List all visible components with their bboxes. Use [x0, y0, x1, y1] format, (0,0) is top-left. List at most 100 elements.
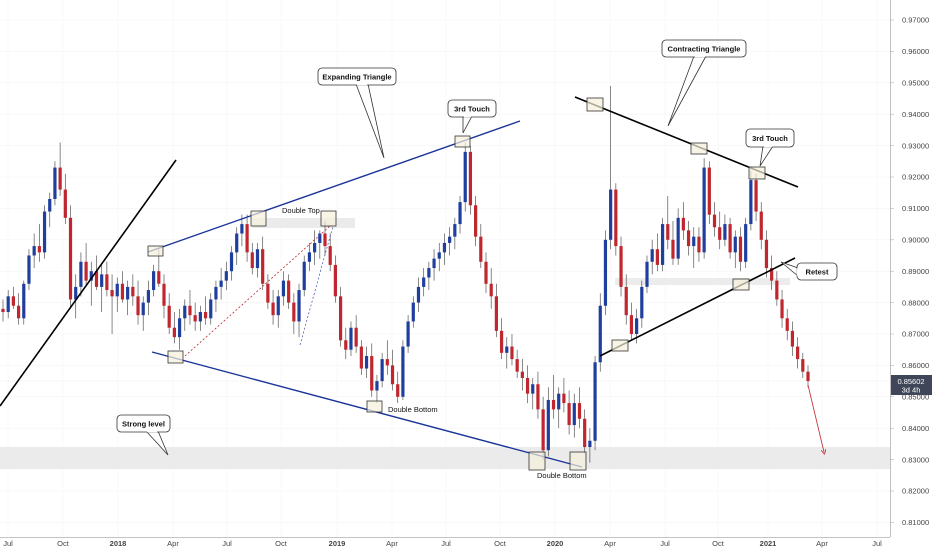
candle-body-up [453, 224, 457, 237]
candle-body-up [676, 217, 680, 259]
candle [183, 299, 187, 331]
candle [63, 173, 67, 225]
candle [141, 296, 145, 331]
candle [105, 261, 109, 297]
candle [437, 242, 441, 272]
candle [1, 299, 5, 322]
candle [520, 359, 524, 391]
candle [785, 308, 789, 341]
candle-body-up [463, 151, 467, 203]
candle-body-up [240, 224, 244, 234]
x-tick-label: Apr [604, 539, 616, 548]
candle-body-up [146, 290, 151, 303]
candle-body-down [551, 399, 556, 410]
x-tick-label: Apr [167, 539, 179, 548]
candle-body-up [89, 271, 93, 281]
y-tick-label: 0.89000 [902, 267, 929, 276]
candle-body-down [333, 264, 337, 297]
candle-body-down [323, 233, 327, 247]
candle [11, 286, 15, 309]
candle-body-up [432, 258, 436, 269]
candle-body-up [744, 224, 748, 262]
price-axis[interactable]: 0.97000 0.96000 0.95000 0.94000 0.93000 0.920… [890, 0, 932, 537]
candle [48, 192, 52, 228]
candle [79, 252, 83, 297]
candle [463, 142, 467, 212]
candle-body-down [536, 384, 540, 410]
candle [74, 274, 78, 319]
candle [313, 230, 317, 265]
time-axis[interactable]: Jul Oct 2018 Apr Jul Oct 2019 Apr Jul Oct 2020 Apr J… [0, 537, 890, 549]
candle [328, 233, 332, 272]
candle [411, 296, 415, 328]
candle-body-down [681, 217, 685, 231]
candle-body-down [738, 236, 743, 262]
candle-body-up [219, 280, 223, 287]
candle [686, 220, 691, 256]
candle-body-down [697, 236, 701, 253]
x-tick-label: Jul [660, 539, 670, 548]
candle-body-down [390, 365, 395, 385]
candle [136, 280, 140, 325]
x-tick-label: Oct [275, 539, 288, 548]
candle-body-down [292, 302, 296, 322]
candle [442, 233, 447, 265]
candle [42, 205, 47, 259]
candles [1, 85, 810, 463]
candle-body-up [100, 274, 104, 287]
x-tick-label: Jul [3, 539, 13, 548]
candle [759, 202, 763, 250]
candle-body-up [640, 286, 644, 319]
candle-body-up [22, 283, 26, 319]
touch-box [690, 142, 708, 155]
retest-label: Retest [806, 268, 829, 277]
candle-body-up [27, 255, 31, 284]
y-tick-label: 0.87000 [902, 330, 929, 339]
candle [349, 321, 353, 356]
candle-body-down [562, 393, 566, 404]
candle-body-up [645, 261, 649, 287]
candle-body-down [801, 359, 805, 372]
candle-body-up [198, 312, 202, 322]
candle [396, 371, 400, 404]
candle [152, 264, 156, 297]
candle [598, 293, 602, 372]
candle-body-down [359, 346, 363, 369]
candle-body-down [541, 409, 545, 451]
candle [484, 252, 488, 294]
candle-body-up [79, 261, 83, 287]
candle [261, 236, 265, 291]
candle-body-down [468, 151, 473, 206]
candle [764, 230, 769, 278]
candle [302, 255, 306, 297]
candle-body-up [448, 236, 452, 243]
candle [276, 290, 280, 328]
y-tick-label: 0.81000 [902, 518, 929, 527]
candle-body-up [427, 268, 431, 278]
candle [744, 217, 748, 269]
candle [292, 293, 296, 334]
candle [728, 217, 732, 259]
y-tick-label: 0.93000 [902, 141, 929, 150]
candle [567, 390, 571, 435]
candle-body-down [474, 205, 478, 237]
candle-body-down [250, 252, 254, 269]
touch-box [748, 166, 766, 180]
candle [655, 233, 659, 272]
candle-body-up [635, 318, 639, 334]
candle-body-up [660, 224, 665, 265]
candle-body-up [609, 189, 613, 240]
y-tick-label: 0.88000 [902, 298, 929, 307]
touch-markers [147, 97, 766, 471]
candle [697, 227, 701, 262]
y-tick-label: 0.96000 [902, 47, 929, 56]
candle-body-down [666, 224, 670, 240]
x-tick-label: Oct [57, 539, 70, 548]
candle [640, 280, 644, 328]
retest-zone [615, 278, 790, 285]
candle [406, 315, 410, 353]
expanding-triangle-callout: Expanding Triangle [317, 67, 397, 159]
touch-box [320, 210, 337, 227]
candle-body-up [702, 167, 706, 253]
